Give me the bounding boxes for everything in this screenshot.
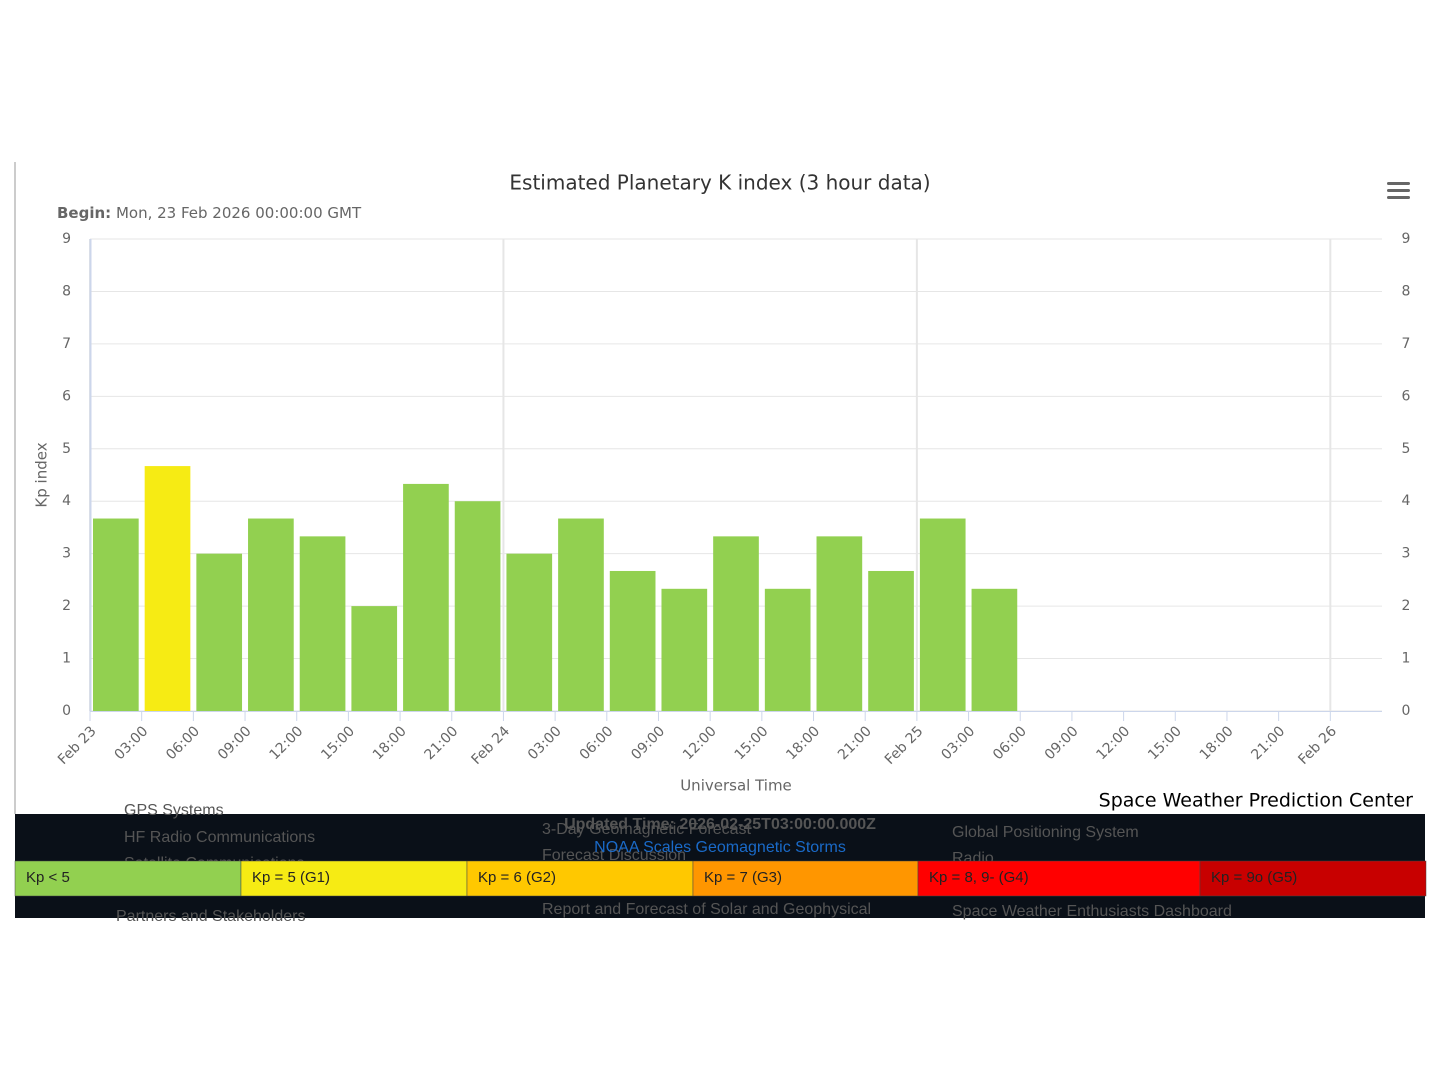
menu-bar[interactable] bbox=[1387, 196, 1410, 199]
scale-swatch bbox=[917, 860, 1201, 897]
y-tick-label: 9 bbox=[62, 231, 71, 247]
chart-subtitle: Begin: Mon, 23 Feb 2026 00:00:00 GMT bbox=[57, 204, 362, 222]
y-tick-label: 8 bbox=[62, 283, 71, 299]
scale-swatch bbox=[692, 860, 919, 897]
bar bbox=[506, 553, 553, 711]
y-tick-label: 2 bbox=[62, 598, 71, 614]
y2-tick-label: 6 bbox=[1402, 388, 1411, 404]
scale-label: Kp < 5 bbox=[26, 869, 70, 886]
y2-tick-label: 0 bbox=[1402, 703, 1411, 719]
footer-link[interactable]: 3-Day Geomagnetic Forecast bbox=[542, 821, 752, 838]
footer-link[interactable]: Forecast Discussion bbox=[542, 847, 686, 864]
scale-label: Kp = 7 (G3) bbox=[704, 869, 782, 886]
menu-button[interactable] bbox=[1387, 182, 1410, 199]
footer-link[interactable]: GPS Systems bbox=[124, 802, 224, 819]
menu-bar[interactable] bbox=[1387, 182, 1410, 185]
y-tick-label: 3 bbox=[62, 546, 71, 562]
updated-time: Updated Time: 2026-02-25T03:00:00.000Z bbox=[564, 816, 876, 833]
footer-link[interactable]: Space Weather Enthusiasts Dashboard bbox=[952, 903, 1232, 920]
y2-tick-label: 8 bbox=[1402, 283, 1411, 299]
bar bbox=[661, 588, 708, 711]
y-axis-label: Kp index bbox=[33, 442, 51, 507]
chart-title: Estimated Planetary K index (3 hour data… bbox=[509, 171, 930, 195]
subtitle-text: Mon, 23 Feb 2026 00:00:00 GMT bbox=[116, 204, 362, 222]
bar bbox=[713, 536, 759, 711]
y-tick-label: 6 bbox=[62, 388, 71, 404]
bar bbox=[558, 518, 604, 711]
y-tick-label: 7 bbox=[62, 336, 71, 352]
bar bbox=[351, 606, 398, 711]
credit: Space Weather Prediction Center bbox=[1099, 790, 1414, 812]
scale-swatch bbox=[466, 860, 694, 897]
scale-label: Kp = 8, 9- (G4) bbox=[929, 869, 1029, 886]
bar bbox=[971, 588, 1018, 711]
scale-label: Kp = 9o (G5) bbox=[1211, 869, 1297, 886]
bar bbox=[454, 501, 501, 711]
bar bbox=[403, 483, 449, 711]
scale-swatch bbox=[240, 860, 468, 897]
bar bbox=[196, 553, 243, 711]
y-tick-label: 4 bbox=[62, 493, 71, 509]
bar bbox=[144, 466, 191, 711]
y2-tick-label: 1 bbox=[1402, 651, 1411, 667]
bar bbox=[764, 588, 811, 711]
y2-tick-label: 7 bbox=[1402, 336, 1411, 352]
menu-bar[interactable] bbox=[1387, 189, 1410, 192]
subtitle-label: Begin: bbox=[57, 204, 111, 222]
y2-tick-label: 3 bbox=[1402, 546, 1411, 562]
bar bbox=[299, 536, 346, 711]
footer-link[interactable]: Partners and Stakeholders bbox=[116, 908, 305, 925]
scale-label: Kp = 6 (G2) bbox=[478, 869, 556, 886]
y2-tick-label: 5 bbox=[1402, 441, 1411, 457]
footer-link[interactable]: HF Radio Communications bbox=[124, 829, 315, 846]
bar bbox=[919, 518, 966, 711]
bar bbox=[609, 570, 656, 711]
scale-swatch bbox=[1199, 860, 1427, 897]
bar bbox=[868, 570, 914, 711]
footer-link[interactable]: Report and Forecast of Solar and Geophys… bbox=[542, 901, 871, 918]
scales-link[interactable]: NOAA Scales Geomagnetic Storms bbox=[594, 839, 846, 856]
scale-label: Kp = 5 (G1) bbox=[252, 869, 330, 886]
y-tick-label: 5 bbox=[62, 441, 71, 457]
kp-scale-legend: Kp < 5 Kp = 5 (G1) Kp = 6 (G2) Kp = 7 (G3) K… bbox=[14, 860, 1427, 897]
y2-tick-label: 9 bbox=[1402, 231, 1411, 247]
y2-tick-label: 2 bbox=[1402, 598, 1411, 614]
y2-tick-label: 4 bbox=[1402, 493, 1411, 509]
y-tick-label: 1 bbox=[62, 651, 71, 667]
bar bbox=[816, 536, 863, 711]
y-tick-label: 0 bbox=[62, 703, 71, 719]
x-axis-label: Universal Time bbox=[680, 777, 792, 795]
footer-link[interactable]: Global Positioning System bbox=[952, 824, 1139, 841]
bar bbox=[93, 518, 139, 711]
bar bbox=[248, 518, 294, 711]
